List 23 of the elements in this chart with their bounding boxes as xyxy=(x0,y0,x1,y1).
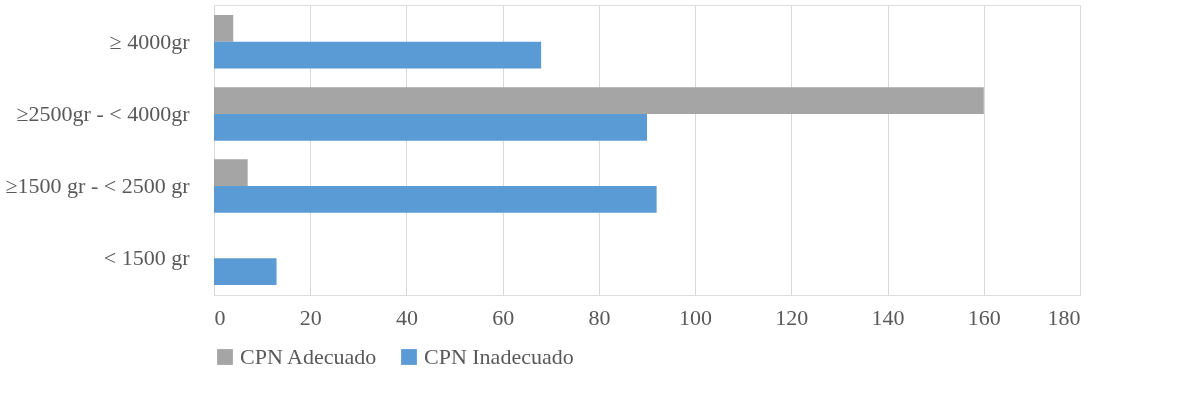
y-tick-label: < 1500 gr xyxy=(103,245,191,271)
y-tick-label: ≥2500gr - < 4000gr xyxy=(16,100,191,126)
x-tick-label: 60 xyxy=(492,304,515,330)
bar xyxy=(214,113,647,141)
x-tick-label: 140 xyxy=(871,304,905,330)
x-tick-label: 80 xyxy=(588,304,611,330)
legend-label: CPN Inadecuado xyxy=(424,344,574,369)
legend-label: CPN Adecuado xyxy=(240,344,377,369)
x-tick-label: 0 xyxy=(214,304,226,330)
bar xyxy=(214,87,984,114)
bar xyxy=(214,159,248,187)
x-tick-label: 40 xyxy=(395,304,418,330)
bar xyxy=(214,186,657,213)
x-tick-label: 180 xyxy=(1047,304,1081,330)
y-tick-label: ≥ 4000gr xyxy=(109,28,191,54)
bar xyxy=(214,258,277,285)
bar xyxy=(214,15,234,42)
x-tick-label: 20 xyxy=(299,304,322,330)
x-tick-label: 100 xyxy=(679,304,713,330)
x-tick-label: 160 xyxy=(967,304,1001,330)
bar xyxy=(214,41,542,69)
y-tick-label: ≥1500 gr - < 2500 gr xyxy=(5,173,191,199)
x-tick-label: 120 xyxy=(775,304,809,330)
